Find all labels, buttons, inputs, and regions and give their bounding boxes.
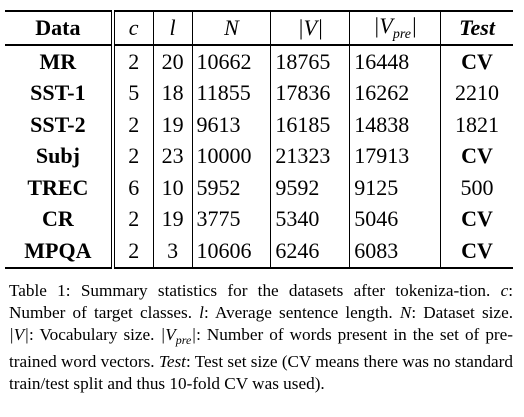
cell-dataset: TREC bbox=[5, 172, 115, 204]
cell-dataset-size: 10000 bbox=[192, 140, 272, 172]
cell-vocab-pretrained: 16448 bbox=[349, 45, 442, 78]
header-vocab-size: |V| bbox=[270, 10, 351, 46]
cell-classes: 2 bbox=[112, 109, 154, 141]
cell-vocab-size: 6246 bbox=[270, 235, 351, 269]
cell-vocab-size: 16185 bbox=[270, 109, 351, 141]
cell-dataset: MR bbox=[5, 45, 115, 78]
table-row: SST-1 5 18 11855 17836 16262 2210 bbox=[5, 77, 513, 109]
cell-dataset: SST-1 bbox=[5, 77, 115, 109]
cell-vocab-size: 17836 bbox=[270, 77, 351, 109]
cell-vocab-pretrained: 5046 bbox=[349, 203, 442, 235]
cell-vocab-pretrained: 14838 bbox=[349, 109, 442, 141]
header-dataset-size: N bbox=[192, 10, 272, 46]
table-caption: Table 1: Summary statistics for the data… bbox=[9, 281, 513, 393]
cell-vocab-pretrained: 9125 bbox=[349, 172, 442, 204]
summary-statistics-table: Data c l N |V| |Vpre| Test MR 2 20 10662 187… bbox=[5, 10, 513, 269]
cell-dataset: CR bbox=[5, 203, 115, 235]
cell-vocab-pretrained: 16262 bbox=[349, 77, 442, 109]
cell-classes: 2 bbox=[112, 45, 154, 78]
table-header-row: Data c l N |V| |Vpre| Test bbox=[5, 10, 513, 46]
table-row: MR 2 20 10662 18765 16448 CV bbox=[5, 45, 513, 78]
cell-dataset: Subj bbox=[5, 140, 115, 172]
cell-sentence-length: 19 bbox=[153, 203, 193, 235]
cell-test-size: 2210 bbox=[455, 80, 500, 106]
cell-sentence-length: 18 bbox=[153, 77, 193, 109]
cell-classes: 6 bbox=[112, 172, 154, 204]
cell-vocab-size: 5340 bbox=[270, 203, 351, 235]
cell-vocab-size: 9592 bbox=[270, 172, 351, 204]
header-classes: c bbox=[112, 10, 154, 46]
cell-dataset-size: 11855 bbox=[192, 77, 272, 109]
cell-vocab-size: 21323 bbox=[270, 140, 351, 172]
cell-dataset-size: 5952 bbox=[192, 172, 272, 204]
cell-classes: 2 bbox=[112, 203, 154, 235]
header-sentence-length: l bbox=[153, 10, 193, 46]
cell-dataset-size: 9613 bbox=[192, 109, 272, 141]
header-data: Data bbox=[5, 10, 115, 46]
cell-classes: 2 bbox=[112, 140, 154, 172]
table-row: MPQA 2 3 10606 6246 6083 CV bbox=[5, 235, 513, 269]
cell-sentence-length: 3 bbox=[153, 235, 193, 269]
cell-test-size: 500 bbox=[460, 174, 494, 200]
cell-sentence-length: 19 bbox=[153, 109, 193, 141]
header-vocab-pretrained: |Vpre| bbox=[349, 10, 442, 46]
table-row: CR 2 19 3775 5340 5046 CV bbox=[5, 203, 513, 235]
cell-vocab-size: 18765 bbox=[270, 45, 351, 78]
cell-sentence-length: 10 bbox=[153, 172, 193, 204]
header-test: Test bbox=[440, 10, 513, 46]
cell-sentence-length: 20 bbox=[153, 45, 193, 78]
cell-dataset-size: 3775 bbox=[192, 203, 272, 235]
cell-test-size: CV bbox=[461, 206, 493, 232]
cell-vocab-pretrained: 6083 bbox=[349, 235, 442, 269]
cell-dataset-size: 10606 bbox=[192, 235, 272, 269]
cell-dataset: SST-2 bbox=[5, 109, 115, 141]
cell-test-size: 1821 bbox=[455, 111, 500, 137]
cell-vocab-pretrained: 17913 bbox=[349, 140, 442, 172]
cell-classes: 5 bbox=[112, 77, 154, 109]
table-row: TREC 6 10 5952 9592 9125 500 bbox=[5, 172, 513, 204]
table-body: MR 2 20 10662 18765 16448 CV SST-1 5 18 11855 17836… bbox=[5, 45, 513, 269]
table-row: Subj 2 23 10000 21323 17913 CV bbox=[5, 140, 513, 172]
cell-classes: 2 bbox=[112, 235, 154, 269]
cell-dataset: MPQA bbox=[5, 235, 115, 269]
cell-test-size: CV bbox=[461, 143, 493, 169]
table-row: SST-2 2 19 9613 16185 14838 1821 bbox=[5, 109, 513, 141]
cell-sentence-length: 23 bbox=[153, 140, 193, 172]
cell-test-size: CV bbox=[461, 48, 493, 74]
cell-dataset-size: 10662 bbox=[192, 45, 272, 78]
cell-test-size: CV bbox=[440, 235, 513, 269]
